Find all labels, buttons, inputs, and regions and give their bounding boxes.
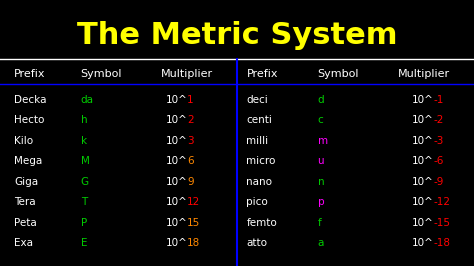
Text: 10^: 10^ bbox=[412, 177, 434, 187]
Text: M: M bbox=[81, 156, 90, 166]
Text: 2: 2 bbox=[187, 115, 194, 125]
Text: 10^: 10^ bbox=[412, 197, 434, 207]
Text: The Metric System: The Metric System bbox=[77, 21, 397, 50]
Text: -15: -15 bbox=[434, 218, 451, 228]
Text: 15: 15 bbox=[187, 218, 201, 228]
Text: nano: nano bbox=[246, 177, 273, 187]
Text: c: c bbox=[318, 115, 323, 125]
Text: Prefix: Prefix bbox=[246, 69, 278, 80]
Text: P: P bbox=[81, 218, 87, 228]
Text: p: p bbox=[318, 197, 324, 207]
Text: 10^: 10^ bbox=[412, 218, 434, 228]
Text: m: m bbox=[318, 136, 328, 146]
Text: 10^: 10^ bbox=[412, 136, 434, 146]
Text: G: G bbox=[81, 177, 89, 187]
Text: Symbol: Symbol bbox=[81, 69, 122, 80]
Text: -9: -9 bbox=[434, 177, 444, 187]
Text: 9: 9 bbox=[187, 177, 194, 187]
Text: -3: -3 bbox=[434, 136, 444, 146]
Text: milli: milli bbox=[246, 136, 269, 146]
Text: Prefix: Prefix bbox=[14, 69, 46, 80]
Text: 10^: 10^ bbox=[165, 156, 187, 166]
Text: 10^: 10^ bbox=[412, 238, 434, 248]
Text: u: u bbox=[318, 156, 324, 166]
Text: d: d bbox=[318, 95, 324, 105]
Text: Peta: Peta bbox=[14, 218, 37, 228]
Text: Decka: Decka bbox=[14, 95, 47, 105]
Text: 10^: 10^ bbox=[412, 156, 434, 166]
Text: Exa: Exa bbox=[14, 238, 33, 248]
Text: Kilo: Kilo bbox=[14, 136, 33, 146]
Text: pico: pico bbox=[246, 197, 268, 207]
Text: femto: femto bbox=[246, 218, 277, 228]
Text: k: k bbox=[81, 136, 87, 146]
Text: f: f bbox=[318, 218, 321, 228]
Text: Giga: Giga bbox=[14, 177, 38, 187]
Text: Multiplier: Multiplier bbox=[161, 69, 213, 80]
Text: 10^: 10^ bbox=[412, 115, 434, 125]
Text: n: n bbox=[318, 177, 324, 187]
Text: a: a bbox=[318, 238, 324, 248]
Text: -2: -2 bbox=[434, 115, 444, 125]
Text: E: E bbox=[81, 238, 87, 248]
Text: Mega: Mega bbox=[14, 156, 43, 166]
Text: 10^: 10^ bbox=[165, 218, 187, 228]
Text: da: da bbox=[81, 95, 93, 105]
Text: -6: -6 bbox=[434, 156, 444, 166]
Text: T: T bbox=[81, 197, 87, 207]
Text: -12: -12 bbox=[434, 197, 451, 207]
Text: 10^: 10^ bbox=[412, 95, 434, 105]
Text: h: h bbox=[81, 115, 87, 125]
Text: 1: 1 bbox=[187, 95, 194, 105]
Text: Symbol: Symbol bbox=[318, 69, 359, 80]
Text: 3: 3 bbox=[187, 136, 194, 146]
Text: 18: 18 bbox=[187, 238, 201, 248]
Text: Hecto: Hecto bbox=[14, 115, 45, 125]
Text: 12: 12 bbox=[187, 197, 201, 207]
Text: centi: centi bbox=[246, 115, 273, 125]
Text: 10^: 10^ bbox=[165, 177, 187, 187]
Text: 10^: 10^ bbox=[165, 238, 187, 248]
Text: Multiplier: Multiplier bbox=[398, 69, 450, 80]
Text: 6: 6 bbox=[187, 156, 194, 166]
Text: atto: atto bbox=[246, 238, 267, 248]
Text: 10^: 10^ bbox=[165, 197, 187, 207]
Text: 10^: 10^ bbox=[165, 115, 187, 125]
Text: Tera: Tera bbox=[14, 197, 36, 207]
Text: 10^: 10^ bbox=[165, 95, 187, 105]
Text: deci: deci bbox=[246, 95, 268, 105]
Text: 10^: 10^ bbox=[165, 136, 187, 146]
Text: -18: -18 bbox=[434, 238, 451, 248]
Text: -1: -1 bbox=[434, 95, 444, 105]
Text: micro: micro bbox=[246, 156, 276, 166]
